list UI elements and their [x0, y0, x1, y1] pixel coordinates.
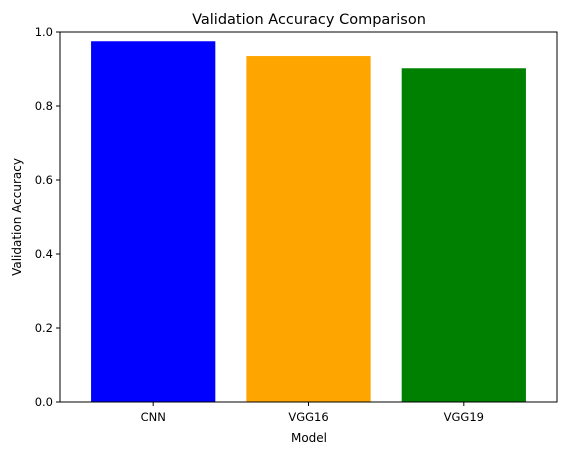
x-axis: CNN VGG16 VGG19	[141, 402, 484, 424]
y-tick-label: 1.0	[35, 25, 53, 39]
bar-cnn	[91, 41, 216, 402]
x-tick-label: VGG19	[444, 410, 484, 424]
chart-title: Validation Accuracy Comparison	[192, 12, 426, 28]
y-tick-label: 0.8	[35, 99, 53, 113]
y-axis: 0.0 0.2 0.4 0.6 0.8 1.0	[35, 25, 60, 409]
y-tick-label: 0.0	[35, 395, 53, 409]
y-tick-label: 0.2	[35, 321, 53, 335]
x-axis-label: Model	[291, 431, 327, 445]
x-tick-label: VGG16	[288, 410, 328, 424]
bar-vgg16	[246, 56, 371, 403]
x-tick-label: CNN	[141, 410, 166, 424]
y-tick-label: 0.6	[35, 173, 53, 187]
y-axis-label: Validation Accuracy	[10, 158, 24, 276]
y-tick-label: 0.4	[35, 247, 53, 261]
bars-group	[91, 41, 526, 403]
bar-vgg19	[401, 68, 526, 402]
